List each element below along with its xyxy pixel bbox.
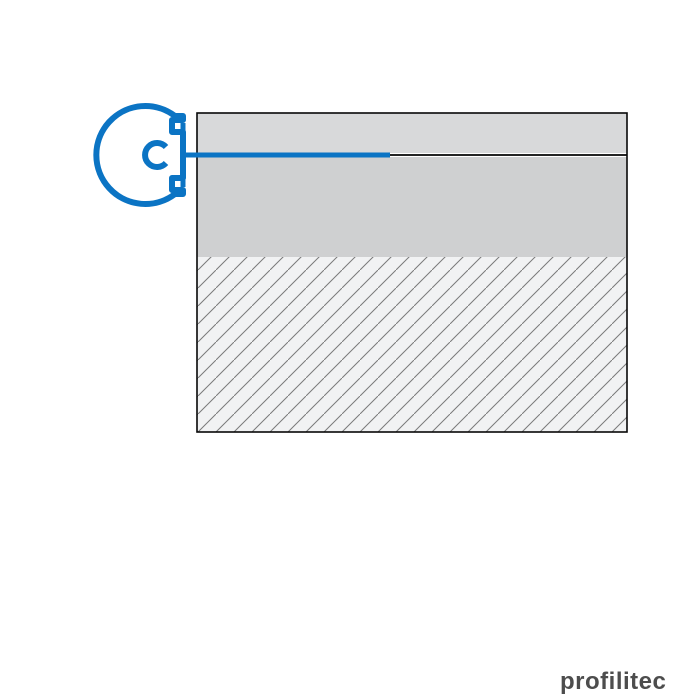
layer-substrate bbox=[197, 257, 627, 432]
layer-tile bbox=[197, 113, 627, 153]
brand-label: profilitec bbox=[560, 668, 666, 696]
diagram-svg bbox=[0, 0, 700, 700]
layer-adhesive bbox=[197, 157, 627, 257]
profile bbox=[96, 106, 183, 204]
diagram-stage: profilitec bbox=[0, 0, 700, 700]
profile-head bbox=[96, 106, 183, 204]
